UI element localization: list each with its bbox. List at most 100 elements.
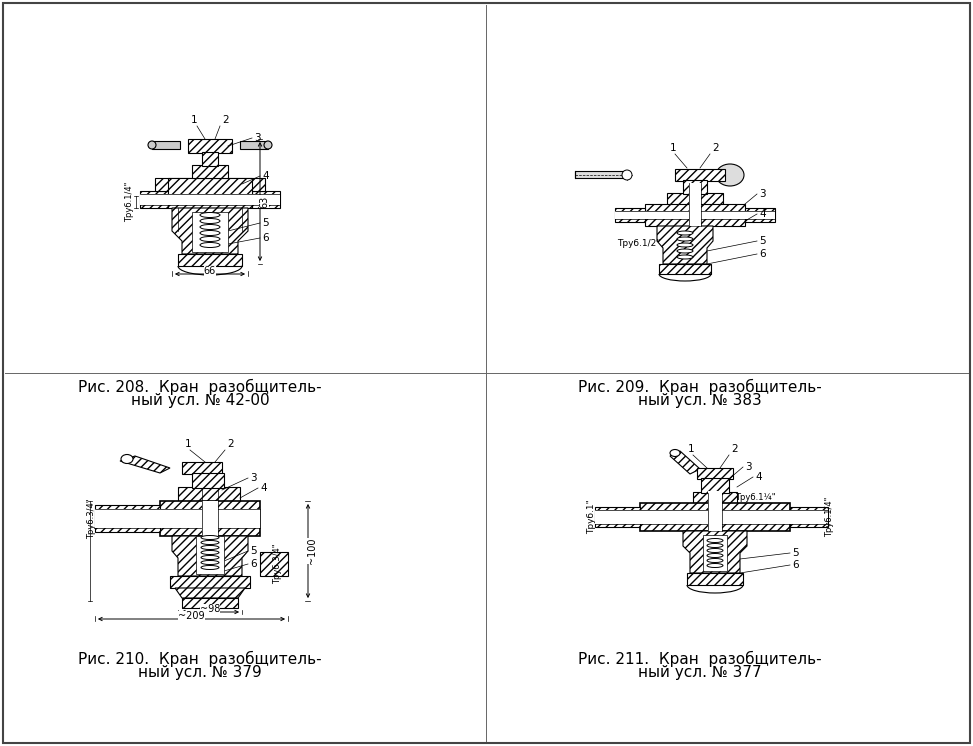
Text: 1: 1 xyxy=(191,115,198,125)
Text: 6: 6 xyxy=(262,233,269,243)
Polygon shape xyxy=(140,191,168,208)
Text: Труб.1": Труб.1" xyxy=(588,500,596,534)
Text: 2: 2 xyxy=(227,439,234,449)
Ellipse shape xyxy=(201,545,219,550)
Ellipse shape xyxy=(707,548,723,553)
Ellipse shape xyxy=(707,539,723,542)
Polygon shape xyxy=(575,171,625,178)
Polygon shape xyxy=(745,208,775,222)
Ellipse shape xyxy=(201,541,219,545)
Polygon shape xyxy=(182,598,238,608)
Text: ~209: ~209 xyxy=(178,611,204,621)
Ellipse shape xyxy=(200,236,220,242)
Ellipse shape xyxy=(200,219,220,224)
Text: Рис. 208.  Кран  разобщитель-: Рис. 208. Кран разобщитель- xyxy=(78,379,322,395)
Ellipse shape xyxy=(670,450,680,457)
Polygon shape xyxy=(178,254,242,266)
Polygon shape xyxy=(615,208,645,222)
Text: Труб.3/4": Труб.3/4" xyxy=(273,544,282,584)
Polygon shape xyxy=(670,451,700,474)
Text: 4: 4 xyxy=(262,171,269,181)
Ellipse shape xyxy=(200,225,220,230)
Text: Труб.1/4": Труб.1/4" xyxy=(825,497,835,537)
Polygon shape xyxy=(242,178,265,191)
Text: 5: 5 xyxy=(759,236,766,246)
Ellipse shape xyxy=(677,249,693,253)
Polygon shape xyxy=(659,264,711,274)
Polygon shape xyxy=(645,204,745,226)
Polygon shape xyxy=(697,468,733,479)
Text: 6: 6 xyxy=(792,560,799,570)
Polygon shape xyxy=(640,503,790,531)
Text: 5: 5 xyxy=(792,548,799,558)
Polygon shape xyxy=(701,478,729,493)
Text: 66: 66 xyxy=(204,266,216,276)
Bar xyxy=(595,510,828,524)
Polygon shape xyxy=(178,487,240,502)
Polygon shape xyxy=(95,505,160,532)
Polygon shape xyxy=(202,152,218,166)
Ellipse shape xyxy=(201,565,219,569)
Ellipse shape xyxy=(200,213,220,218)
Polygon shape xyxy=(178,178,242,191)
Polygon shape xyxy=(693,492,737,505)
Bar xyxy=(140,194,280,205)
Polygon shape xyxy=(675,169,725,181)
Polygon shape xyxy=(667,193,723,206)
Text: 2: 2 xyxy=(731,444,738,454)
Text: Труб.3/4": Труб.3/4" xyxy=(88,499,96,539)
Text: 63: 63 xyxy=(259,195,269,207)
Ellipse shape xyxy=(201,551,219,554)
Ellipse shape xyxy=(707,544,723,548)
Bar xyxy=(703,535,727,571)
Ellipse shape xyxy=(201,556,219,560)
Polygon shape xyxy=(152,141,180,149)
Text: 2: 2 xyxy=(712,143,719,153)
Ellipse shape xyxy=(200,231,220,236)
Polygon shape xyxy=(687,573,743,585)
Text: Рис. 210.  Кран  разобщитель-: Рис. 210. Кран разобщитель- xyxy=(78,651,322,667)
Polygon shape xyxy=(252,191,280,208)
Text: Рис. 209.  Кран  разобщитель-: Рис. 209. Кран разобщитель- xyxy=(578,379,822,395)
Text: 4: 4 xyxy=(755,472,762,482)
Polygon shape xyxy=(192,473,224,488)
Polygon shape xyxy=(175,588,245,598)
Bar xyxy=(192,212,228,252)
Polygon shape xyxy=(172,208,248,254)
Text: 5: 5 xyxy=(262,218,269,228)
Bar xyxy=(689,183,701,226)
Text: ный усл. № 377: ный усл. № 377 xyxy=(638,665,762,680)
Text: 4: 4 xyxy=(260,483,267,493)
Ellipse shape xyxy=(707,563,723,568)
Polygon shape xyxy=(155,178,178,191)
Text: Труб.1/2": Труб.1/2" xyxy=(617,239,661,248)
Ellipse shape xyxy=(677,237,693,241)
Text: 6: 6 xyxy=(250,559,257,569)
Text: Труб.1/4": Труб.1/4" xyxy=(126,182,134,222)
Polygon shape xyxy=(170,576,250,588)
Polygon shape xyxy=(260,552,288,576)
Polygon shape xyxy=(683,531,747,573)
Polygon shape xyxy=(188,139,232,153)
Polygon shape xyxy=(168,178,252,208)
Text: 1: 1 xyxy=(185,439,192,449)
Bar xyxy=(196,536,224,574)
Bar xyxy=(615,211,775,219)
Ellipse shape xyxy=(677,255,693,259)
Text: ~100: ~100 xyxy=(307,538,317,564)
Bar xyxy=(708,491,722,531)
Circle shape xyxy=(622,170,632,180)
Polygon shape xyxy=(657,226,713,264)
Text: ный усл. № 379: ный усл. № 379 xyxy=(138,665,262,680)
Polygon shape xyxy=(182,462,222,474)
Polygon shape xyxy=(683,180,707,194)
Text: ный усл. № 383: ный усл. № 383 xyxy=(638,393,762,408)
Ellipse shape xyxy=(200,242,220,248)
Text: Труб.1¼": Труб.1¼" xyxy=(735,492,775,501)
Polygon shape xyxy=(192,165,228,178)
Text: 2: 2 xyxy=(222,115,229,125)
Text: 1: 1 xyxy=(688,444,695,454)
Ellipse shape xyxy=(677,231,693,235)
Ellipse shape xyxy=(148,141,156,149)
Ellipse shape xyxy=(121,454,133,463)
